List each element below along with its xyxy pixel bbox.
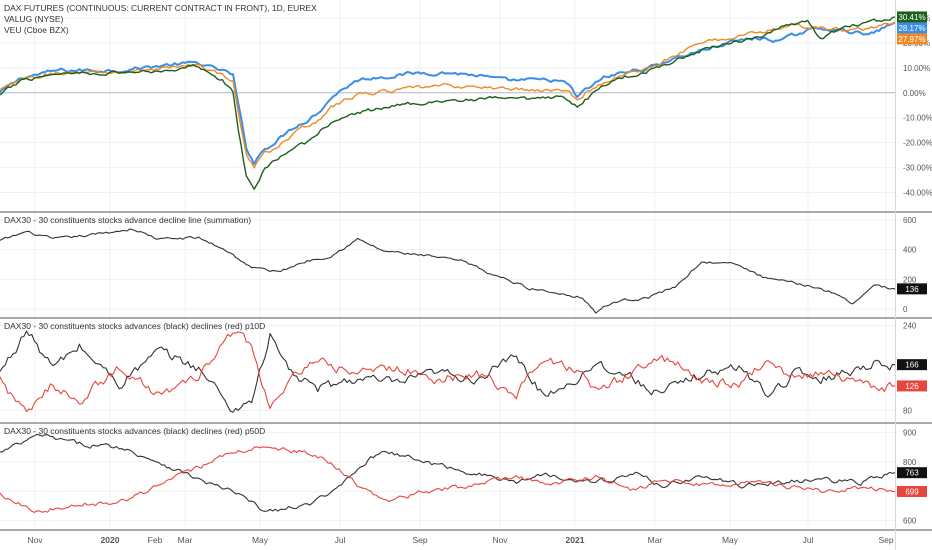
- last-value-label: 126: [905, 382, 919, 391]
- series-line-2-1: [0, 331, 896, 413]
- last-value-badge: [897, 11, 927, 23]
- grid-lines: [0, 0, 895, 530]
- x-tick-label: Feb: [148, 535, 163, 545]
- x-tick-label: Mar: [648, 535, 663, 545]
- pane-legends: DAX FUTURES (CONTINUOUS: CURRENT CONTRAC…: [4, 3, 317, 436]
- y-tick-label: 0: [903, 305, 908, 314]
- last-value-badge: [897, 380, 927, 392]
- last-value-badge: [897, 486, 927, 498]
- series-line-3-0: [0, 433, 896, 512]
- last-value-badge: [897, 467, 927, 479]
- y-tick-label: 900: [903, 428, 917, 437]
- x-tick-label: Jul: [335, 535, 346, 545]
- series-line-3-1: [0, 446, 896, 513]
- y-tick-label: 0.00%: [903, 89, 926, 98]
- last-value-label: 166: [905, 361, 919, 370]
- last-value-badge: [897, 22, 927, 34]
- y-tick-label: 240: [903, 321, 917, 330]
- pane-legend-text: VEU (Cboe BZX): [4, 25, 69, 35]
- x-tick-label: Mar: [178, 535, 193, 545]
- last-value-label: 699: [905, 488, 919, 497]
- pane-legend-text: VALUG (NYSE): [4, 14, 64, 24]
- pane-legend-text: DAX FUTURES (CONTINUOUS: CURRENT CONTRAC…: [4, 3, 317, 13]
- x-tick-label: Jul: [803, 535, 814, 545]
- x-tick-label: Nov: [27, 535, 43, 545]
- x-tick-label: May: [722, 535, 739, 545]
- last-value-label: 763: [905, 469, 919, 478]
- last-value-badge: [897, 283, 927, 295]
- y-tick-label: 10.00%: [903, 64, 930, 73]
- x-tick-label: Sep: [878, 535, 893, 545]
- series-layer: [0, 16, 896, 513]
- last-value-label: 27.97%: [898, 35, 925, 44]
- series-line-1-0: [0, 228, 896, 314]
- last-value-label: 136: [905, 285, 919, 294]
- x-tick-label: May: [252, 535, 269, 545]
- x-tick-label: 2021: [566, 535, 585, 545]
- y-tick-label: -20.00%: [903, 139, 932, 148]
- y-tick-label: 200: [903, 275, 917, 284]
- y-tick-label: 600: [903, 517, 917, 526]
- pane-legend-text: DAX30 - 30 constituents stocks advances …: [4, 321, 265, 331]
- x-tick-label: Nov: [492, 535, 508, 545]
- y-tick-label: 80: [903, 406, 912, 415]
- y-tick-label: 600: [903, 216, 917, 225]
- y-tick-label: 400: [903, 246, 917, 255]
- x-tick-label: Sep: [412, 535, 427, 545]
- last-value-badge: [897, 33, 927, 45]
- y-tick-label: -40.00%: [903, 189, 932, 198]
- x-tick-label: 2020: [101, 535, 120, 545]
- series-line-0-1: [0, 22, 896, 169]
- last-value-label: 28.17%: [898, 24, 925, 33]
- pane-legend-text: DAX30 - 30 constituents stocks advances …: [4, 426, 265, 436]
- y-tick-label: 800: [903, 458, 917, 467]
- y-tick-label: -10.00%: [903, 114, 932, 123]
- last-value-badge: [897, 359, 927, 371]
- last-value-badges: 30.41% 28.17% 27.97% 136 166 126 763 699: [897, 11, 927, 498]
- series-line-2-0: [0, 330, 896, 413]
- series-line-0-2: [0, 16, 896, 190]
- pane-legend-text: DAX30 - 30 constituents stocks advance d…: [4, 215, 251, 225]
- time-axis: Nov 2020 Feb Mar May Jul Sep Nov 2021 Mar May Jul Se…: [27, 535, 893, 545]
- last-value-label: 30.41%: [898, 13, 925, 22]
- y-tick-label: -30.00%: [903, 164, 932, 173]
